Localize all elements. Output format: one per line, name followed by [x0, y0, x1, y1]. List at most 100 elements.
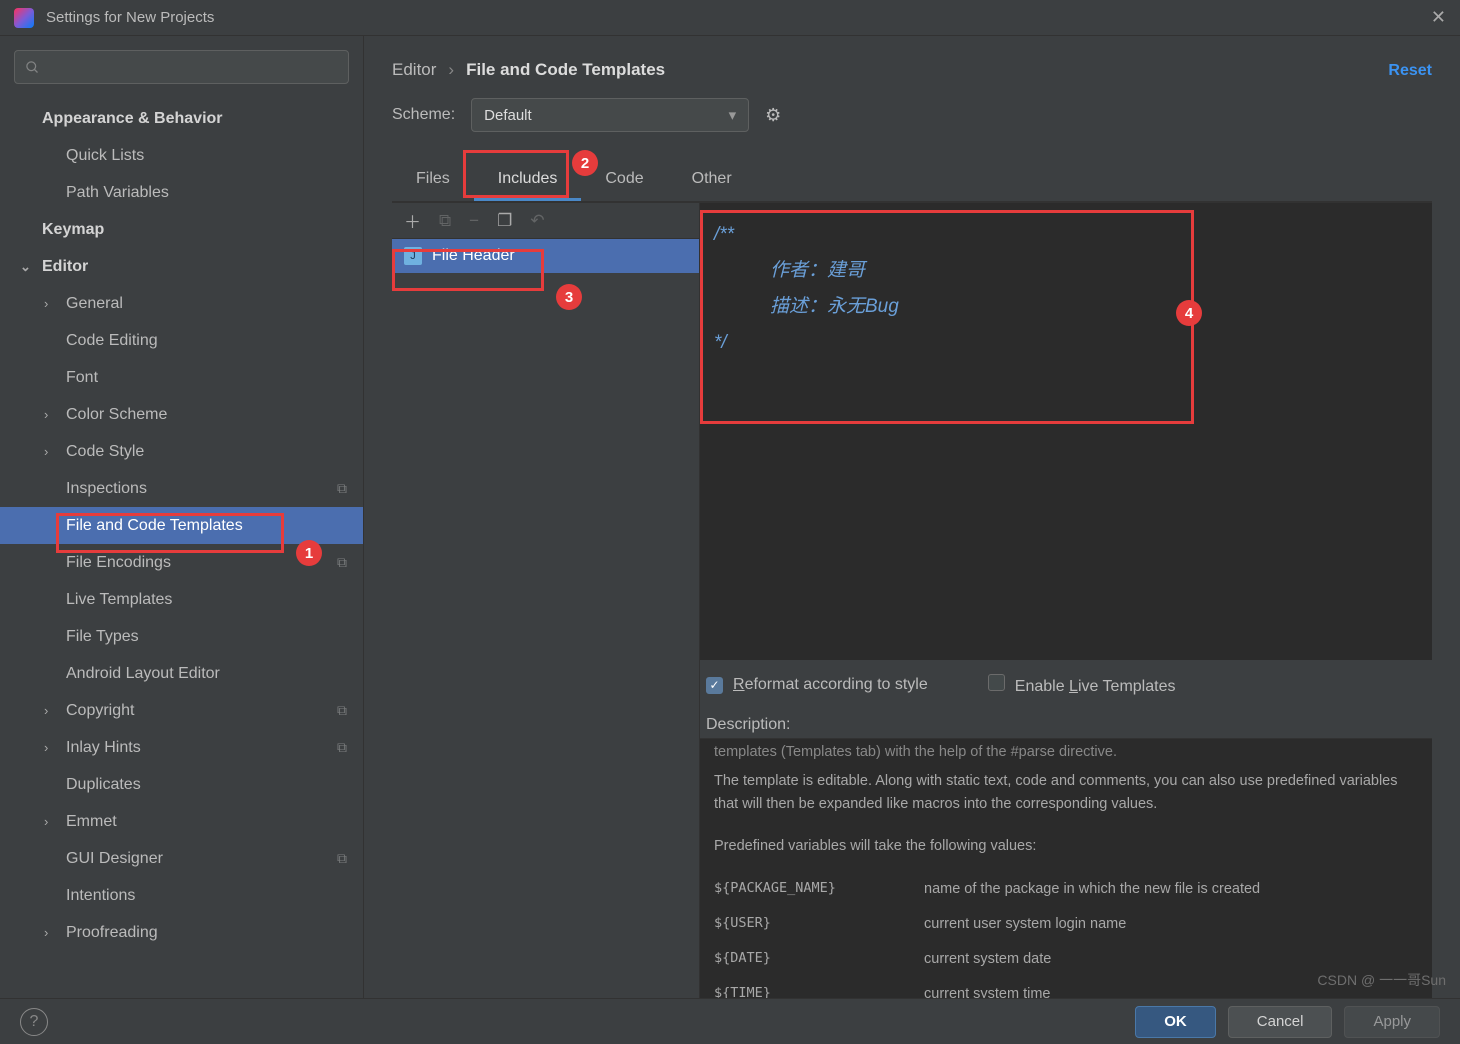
code-line: 作者：建哥 [714, 253, 1418, 289]
copy-template-icon[interactable]: ⧉ [439, 211, 451, 231]
sidebar-item-label: General [66, 295, 123, 313]
sidebar-item-label: Inspections [66, 480, 147, 498]
sidebar-item-android-layout-editor[interactable]: Android Layout Editor [0, 655, 363, 692]
add-icon[interactable]: ＋ [404, 208, 421, 233]
sidebar-item-label: Copyright [66, 702, 134, 720]
copy-icon: ⧉ [337, 480, 347, 497]
settings-sidebar: Appearance & Behavior Quick Lists Path Var… [0, 36, 364, 998]
sidebar-item-label: GUI Designer [66, 850, 163, 868]
sidebar-item-font[interactable]: Font [0, 359, 363, 396]
sidebar-item-label: Keymap [42, 221, 104, 239]
copy-icon: ⧉ [337, 702, 347, 719]
cancel-button[interactable]: Cancel [1228, 1006, 1333, 1038]
sidebar-item-label: Emmet [66, 813, 117, 831]
sidebar-item-quick-lists[interactable]: Quick Lists [0, 137, 363, 174]
sidebar-item-duplicates[interactable]: Duplicates [0, 766, 363, 803]
var-row: ${PACKAGE_NAME}name of the package in wh… [714, 872, 1418, 907]
sidebar-item-gui-designer[interactable]: GUI Designer ⧉ [0, 840, 363, 877]
tab-other[interactable]: Other [668, 160, 756, 201]
sidebar-item-label: Quick Lists [66, 147, 144, 165]
template-item-file-header[interactable]: J File Header [392, 239, 699, 273]
copy-icon: ⧉ [337, 850, 347, 867]
var-key: ${TIME} [714, 983, 924, 998]
window-title: Settings for New Projects [46, 9, 214, 26]
desc-cut: templates (Templates tab) with the help … [714, 741, 1418, 764]
sidebar-item-file-and-code-templates[interactable]: File and Code Templates [0, 507, 363, 544]
help-icon[interactable]: ? [20, 1008, 48, 1036]
var-row: ${TIME}current system time [714, 977, 1418, 998]
sidebar-item-label: Proofreading [66, 924, 158, 942]
file-icon: J [404, 247, 422, 265]
search-icon [25, 60, 40, 75]
settings-tree: Appearance & Behavior Quick Lists Path Var… [0, 94, 363, 998]
sidebar-item-copyright[interactable]: › Copyright ⧉ [0, 692, 363, 729]
sidebar-item-code-style[interactable]: ›Code Style [0, 433, 363, 470]
sidebar-item-path-variables[interactable]: Path Variables [0, 174, 363, 211]
live-templates-checkbox[interactable]: Enable Live Templates [988, 674, 1176, 696]
sidebar-item-file-types[interactable]: File Types [0, 618, 363, 655]
sidebar-item-inlay-hints[interactable]: ›Inlay Hints⧉ [0, 729, 363, 766]
duplicate-icon[interactable]: ❐ [497, 211, 512, 231]
tab-code[interactable]: Code [581, 160, 667, 201]
chevron-icon: › [44, 407, 48, 422]
code-editor[interactable]: /** 作者：建哥 描述：永无Bug */ [700, 203, 1432, 660]
close-icon[interactable]: ✕ [1431, 7, 1446, 28]
sidebar-item-proofreading[interactable]: ›Proofreading [0, 914, 363, 951]
scheme-select[interactable]: Default ▾ [471, 98, 749, 132]
reformat-checkbox[interactable]: ✓Reformat according to style [706, 676, 928, 694]
sidebar-item-label: Inlay Hints [66, 739, 141, 757]
chevron-icon: › [44, 444, 48, 459]
apply-button[interactable]: Apply [1344, 1006, 1440, 1038]
chevron-icon: › [44, 814, 48, 829]
sidebar-item-label: Duplicates [66, 776, 141, 794]
sidebar-item-label: Color Scheme [66, 406, 167, 424]
sidebar-item-label: Live Templates [66, 591, 172, 609]
undo-icon[interactable]: ↶ [530, 211, 544, 231]
chevron-down-icon: ▾ [729, 106, 737, 124]
sidebar-item-file-encodings[interactable]: File Encodings ⧉ [0, 544, 363, 581]
sidebar-item-label: Font [66, 369, 98, 387]
sidebar-item-label: Appearance & Behavior [42, 110, 223, 128]
sidebar-item-editor[interactable]: ⌄Editor [0, 248, 363, 285]
reset-link[interactable]: Reset [1388, 62, 1432, 80]
desc-p2: Predefined variables will take the follo… [714, 835, 1418, 858]
remove-icon[interactable]: − [469, 211, 479, 231]
chevron-icon: › [44, 703, 48, 718]
tab-files[interactable]: Files [392, 160, 474, 201]
sidebar-item-keymap[interactable]: Keymap [0, 211, 363, 248]
var-row: ${DATE}current system date [714, 942, 1418, 977]
sidebar-item-intentions[interactable]: Intentions [0, 877, 363, 914]
var-key: ${PACKAGE_NAME} [714, 878, 924, 901]
code-line: 描述：永无Bug [714, 289, 1418, 325]
tab-includes[interactable]: Includes [474, 160, 582, 201]
var-key: ${USER} [714, 913, 924, 936]
sidebar-item-color-scheme[interactable]: › Color Scheme [0, 396, 363, 433]
tabs: FilesIncludesCodeOther [392, 160, 1432, 202]
search-input[interactable] [14, 50, 349, 84]
chevron-right-icon: › [448, 60, 454, 80]
copy-icon: ⧉ [337, 554, 347, 571]
code-line: /** [714, 217, 1418, 253]
sidebar-item-code-editing[interactable]: Code Editing [0, 322, 363, 359]
gear-icon[interactable]: ⚙ [765, 105, 781, 126]
sidebar-item-live-templates[interactable]: Live Templates [0, 581, 363, 618]
sidebar-item-label: File Encodings [66, 554, 171, 572]
crumb-1[interactable]: Editor [392, 60, 436, 80]
sidebar-item-appearance-behavior[interactable]: Appearance & Behavior [0, 100, 363, 137]
sidebar-item-emmet[interactable]: › Emmet [0, 803, 363, 840]
breadcrumb: Editor › File and Code Templates [392, 60, 1432, 80]
sidebar-item-label: File Types [66, 628, 139, 646]
sidebar-item-general[interactable]: ›General [0, 285, 363, 322]
template-list: ＋ ⧉ − ❐ ↶ J File Header [392, 203, 700, 998]
template-item-label: File Header [432, 247, 515, 265]
scheme-value: Default [484, 107, 532, 124]
var-row: ${USER}current user system login name [714, 907, 1418, 942]
sidebar-item-label: Android Layout Editor [66, 665, 220, 683]
sidebar-item-label: Code Editing [66, 332, 158, 350]
sidebar-item-label: Intentions [66, 887, 135, 905]
content-pane: Editor › File and Code Templates Reset S… [364, 36, 1460, 998]
app-logo-icon [14, 8, 34, 28]
ok-button[interactable]: OK [1135, 1006, 1216, 1038]
crumb-2: File and Code Templates [466, 60, 665, 80]
sidebar-item-inspections[interactable]: Inspections ⧉ [0, 470, 363, 507]
